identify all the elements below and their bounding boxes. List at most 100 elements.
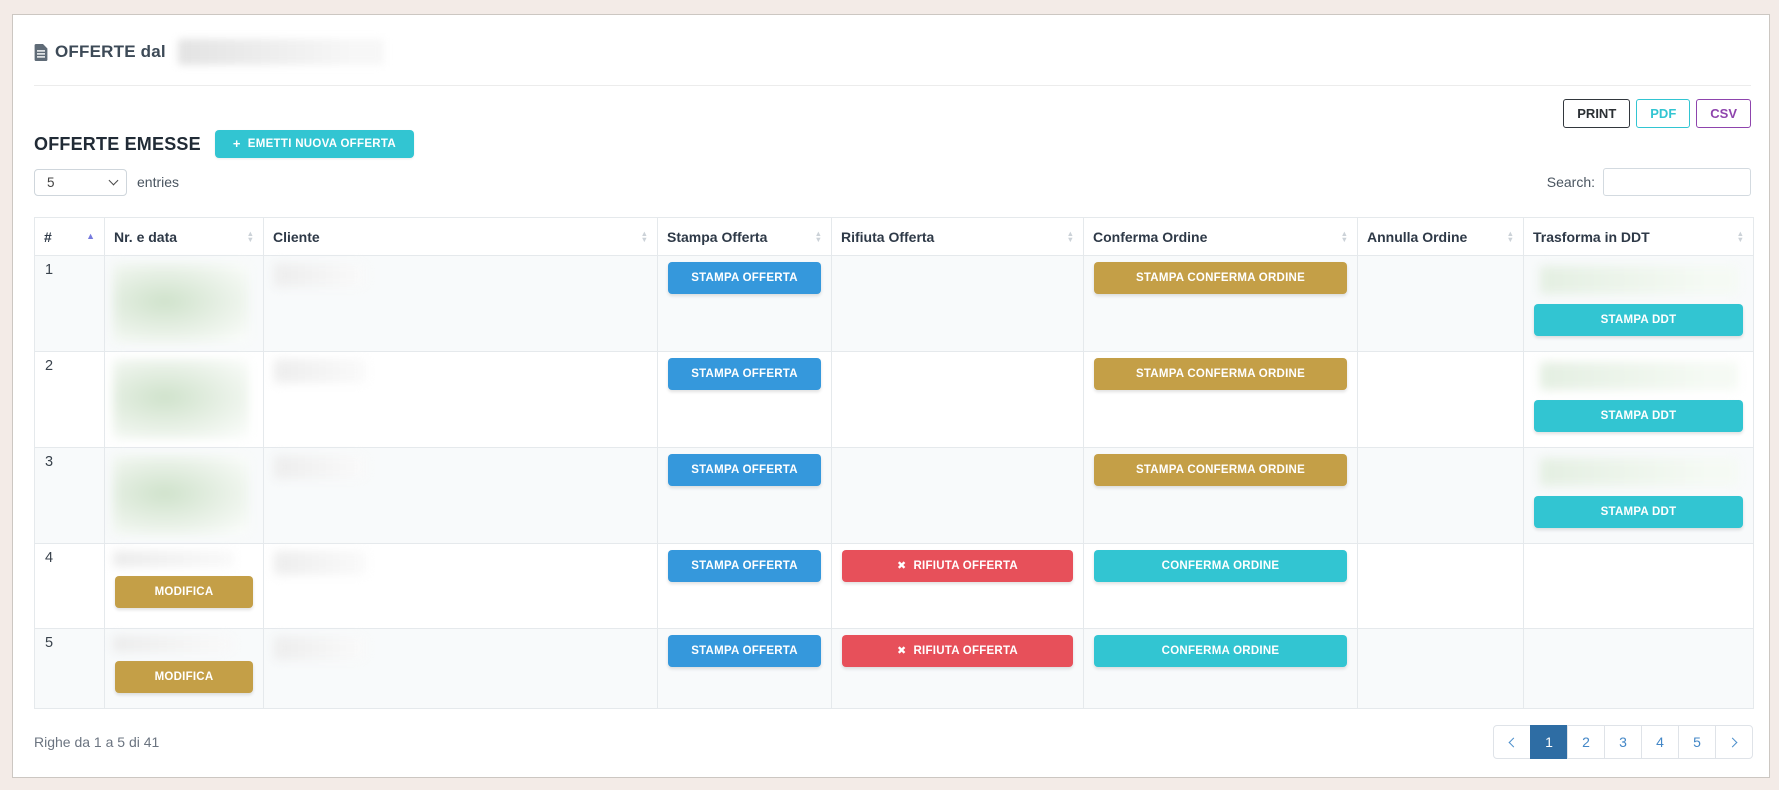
row-number: 5 (34, 628, 105, 709)
column-header-stampa-offerta[interactable]: Stampa Offerta ▲ ▼ (657, 217, 832, 256)
redacted-offer-number (113, 263, 249, 343)
stampa-offerta-button[interactable]: STAMPA OFFERTA (668, 358, 821, 390)
new-offer-label: EMETTI NUOVA OFFERTA (247, 138, 396, 150)
rifiuta-offerta-cell: ✖ RIFIUTA OFFERTA (831, 543, 1084, 629)
export-toolbar: PRINT PDF CSV (34, 99, 1751, 128)
sort-icon: ▲ ▼ (246, 228, 254, 244)
redacted-client-name (274, 263, 366, 287)
pagination-page-4[interactable]: 4 (1641, 725, 1679, 759)
table-row: 4 MODIFICA STAMPA OFFERTA ✖ RIFIUTA OFFE… (34, 543, 1754, 629)
pagination-prev-button[interactable] (1493, 725, 1531, 759)
stampa-offerta-button[interactable]: STAMPA OFFERTA (668, 262, 821, 294)
column-header-cliente[interactable]: Cliente ▲ ▼ (263, 217, 658, 256)
stampa-offerta-cell: STAMPA OFFERTA (657, 255, 832, 352)
redacted-date-range (177, 39, 384, 65)
empty-cell (1523, 628, 1754, 709)
column-header-trasforma-in-ddt[interactable]: Trasforma in DDT ▲ ▼ (1523, 217, 1754, 256)
x-icon: ✖ (897, 560, 907, 572)
column-header-rifiuta-offerta[interactable]: Rifiuta Offerta ▲ ▼ (831, 217, 1084, 256)
redacted-client-name (274, 455, 366, 479)
pagination-page-2[interactable]: 2 (1567, 725, 1605, 759)
client-cell (263, 447, 658, 544)
new-offer-button[interactable]: + EMETTI NUOVA OFFERTA (214, 130, 414, 158)
sort-icon: ▲ ▼ (1736, 228, 1744, 244)
row-number: 2 (34, 351, 105, 448)
stampa-offerta-button[interactable]: STAMPA OFFERTA (668, 635, 821, 667)
x-icon: ✖ (897, 645, 907, 657)
sort-icon: ▲ ▼ (640, 228, 648, 244)
stampa-offerta-button[interactable]: STAMPA OFFERTA (668, 454, 821, 486)
column-header-num[interactable]: # ▲ (34, 217, 105, 256)
redacted-client-name (274, 551, 366, 575)
conferma-ordine-button[interactable]: CONFERMA ORDINE (1094, 550, 1347, 582)
stampa-ddt-button[interactable]: STAMPA DDT (1534, 304, 1743, 336)
client-cell (263, 351, 658, 448)
redacted-ddt-number (1539, 458, 1738, 486)
print-button[interactable]: PRINT (1563, 99, 1631, 128)
redacted-ddt-number (1539, 362, 1738, 390)
pagination: 1 2 3 4 5 (1493, 725, 1753, 759)
document-icon (34, 44, 48, 61)
column-header-annulla-ordine[interactable]: Annulla Ordine ▲ ▼ (1357, 217, 1524, 256)
table-footer: Righe da 1 a 5 di 41 1 2 3 4 5 (34, 725, 1753, 759)
modifica-button[interactable]: MODIFICA (115, 661, 253, 693)
pagination-page-5[interactable]: 5 (1678, 725, 1716, 759)
conferma-ordine-cell: STAMPA CONFERMA ORDINE (1083, 351, 1358, 448)
stampa-ddt-button[interactable]: STAMPA DDT (1534, 400, 1743, 432)
empty-cell (1357, 255, 1524, 352)
title-row: OFFERTE dal (34, 39, 1751, 65)
divider (34, 85, 1751, 86)
redacted-client-name (274, 359, 366, 383)
rifiuta-offerta-cell: ✖ RIFIUTA OFFERTA (831, 628, 1084, 709)
redacted-offer-number (113, 551, 233, 567)
rifiuta-offerta-button[interactable]: ✖ RIFIUTA OFFERTA (842, 550, 1073, 582)
rifiuta-offerta-button[interactable]: ✖ RIFIUTA OFFERTA (842, 635, 1073, 667)
trasforma-ddt-cell: STAMPA DDT (1523, 255, 1754, 352)
column-header-nr-e-data[interactable]: Nr. e data ▲ ▼ (104, 217, 264, 256)
pagination-next-button[interactable] (1715, 725, 1753, 759)
table-row: 2 STAMPA OFFERTA STAMPA CONFERMA ORDINE … (34, 351, 1754, 448)
stampa-offerta-cell: STAMPA OFFERTA (657, 351, 832, 448)
table-info: Righe da 1 a 5 di 41 (34, 734, 160, 750)
stampa-conferma-ordine-button[interactable]: STAMPA CONFERMA ORDINE (1094, 454, 1347, 486)
stampa-offerta-cell: STAMPA OFFERTA (657, 447, 832, 544)
client-cell (263, 628, 658, 709)
stampa-conferma-ordine-button[interactable]: STAMPA CONFERMA ORDINE (1094, 358, 1347, 390)
pagination-page-3[interactable]: 3 (1604, 725, 1642, 759)
search-control: Search: (1547, 168, 1751, 196)
redacted-offer-number (113, 636, 233, 652)
entries-label: entries (137, 174, 180, 190)
sort-icon: ▲ ▼ (1506, 228, 1514, 244)
csv-button[interactable]: CSV (1696, 99, 1751, 128)
empty-cell (1357, 447, 1524, 544)
offer-number-cell (104, 351, 264, 448)
conferma-ordine-button[interactable]: CONFERMA ORDINE (1094, 635, 1347, 667)
modifica-button[interactable]: MODIFICA (115, 576, 253, 608)
trasforma-ddt-cell: STAMPA DDT (1523, 351, 1754, 448)
stampa-offerta-button[interactable]: STAMPA OFFERTA (668, 550, 821, 582)
row-number: 3 (34, 447, 105, 544)
table-row: 5 MODIFICA STAMPA OFFERTA ✖ RIFIUTA OFFE… (34, 628, 1754, 709)
pagination-page-1[interactable]: 1 (1530, 725, 1568, 759)
empty-cell (1357, 351, 1524, 448)
conferma-ordine-cell: CONFERMA ORDINE (1083, 628, 1358, 709)
section-header: OFFERTE EMESSE + EMETTI NUOVA OFFERTA (34, 130, 1751, 158)
plus-icon: + (232, 136, 241, 151)
sort-asc-icon: ▲ (86, 231, 95, 241)
conferma-ordine-cell: CONFERMA ORDINE (1083, 543, 1358, 629)
stampa-ddt-button[interactable]: STAMPA DDT (1534, 496, 1743, 528)
stampa-conferma-ordine-button[interactable]: STAMPA CONFERMA ORDINE (1094, 262, 1347, 294)
offers-panel: OFFERTE dal PRINT PDF CSV OFFERTE EMESSE… (12, 14, 1770, 778)
trasforma-ddt-cell: STAMPA DDT (1523, 447, 1754, 544)
redacted-client-name (274, 636, 366, 660)
table-controls: 5 entries Search: (34, 168, 1751, 196)
search-input[interactable] (1603, 168, 1751, 196)
table-row: 3 STAMPA OFFERTA STAMPA CONFERMA ORDINE … (34, 447, 1754, 544)
offer-number-cell: MODIFICA (104, 628, 264, 709)
page-length-select[interactable]: 5 (34, 168, 127, 196)
column-header-conferma-ordine[interactable]: Conferma Ordine ▲ ▼ (1083, 217, 1358, 256)
pdf-button[interactable]: PDF (1636, 99, 1691, 128)
page-length-control: 5 entries (34, 168, 180, 196)
sort-icon: ▲ ▼ (1340, 228, 1348, 244)
